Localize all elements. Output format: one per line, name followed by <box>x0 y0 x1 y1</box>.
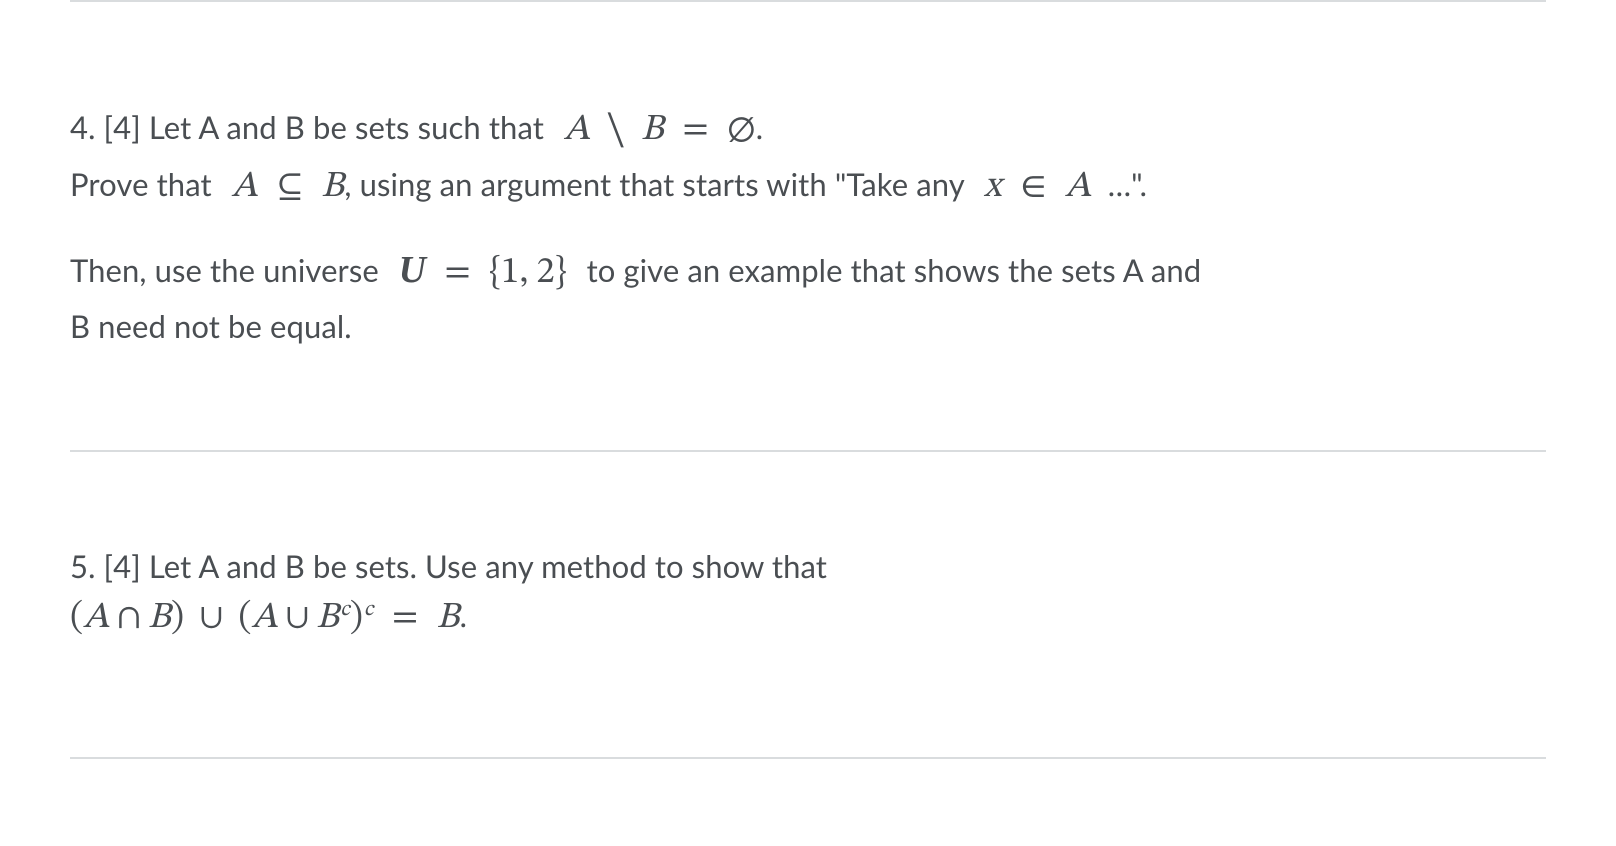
q4-points: [4] <box>104 108 141 146</box>
lparen-icon: ( <box>70 599 83 636</box>
q4-lead-text: Let A and B be sets such that <box>149 108 544 146</box>
rule-bottom <box>70 757 1546 759</box>
q5-dot: . <box>460 596 467 634</box>
q4-expr1-B: B <box>641 111 664 148</box>
q4-para2-line2: B need not be equal. <box>70 302 1546 350</box>
rbrace-icon: } <box>555 254 567 291</box>
elementof-icon: ∈ <box>1010 168 1057 205</box>
q5-lead-text: Let A and B be sets. Use any method to s… <box>149 547 827 585</box>
q5-number: 5. <box>70 547 96 585</box>
q4-line2: Prove that A ⊆ B, using an argument that… <box>70 159 1546 216</box>
rparen-icon: ) <box>171 599 184 636</box>
q4-ellipsis: …". <box>1108 165 1147 203</box>
complement-sup: c <box>339 600 350 621</box>
complement-sup: c <box>363 600 374 621</box>
q5-points: [4] <box>104 547 141 585</box>
cap-icon: ∩ <box>110 599 148 636</box>
q4-para2-pre: Then, use the universe <box>70 251 379 289</box>
q5-A2: A <box>251 599 278 636</box>
question-5: 5. [4] Let A and B be sets. Use any meth… <box>70 452 1546 757</box>
q5-line1: 5. [4] Let A and B be sets. Use any meth… <box>70 542 1546 590</box>
universe-comma: , <box>519 254 528 291</box>
equals-icon: = <box>382 599 429 636</box>
q5-line2: (A∩B) ∪ (A∪Bc)c = B. <box>70 590 1546 647</box>
universe-U: U <box>399 249 426 291</box>
q4-para2-mid: to give an example that shows the sets A… <box>587 251 1202 289</box>
q5-B1: B <box>148 599 171 636</box>
lbrace-icon: { <box>489 254 501 291</box>
q4-expr2-B: B <box>321 168 344 205</box>
emptyset-icon: ∅ <box>727 111 756 148</box>
q4-prove-pre: Prove that <box>70 165 212 203</box>
cup-icon: ∪ <box>192 599 230 636</box>
equals-icon: = <box>672 111 719 148</box>
q4-prove-post: , using an argument that starts with "Ta… <box>344 165 964 203</box>
q4-expr3-A: A <box>1065 168 1092 205</box>
q4-para2-line1: Then, use the universe U = {1, 2} to giv… <box>70 241 1546 302</box>
q4-number: 4. <box>70 108 96 146</box>
lparen-icon: ( <box>238 599 251 636</box>
q4-expr3-x: x <box>984 168 1002 205</box>
q4-expr2-A: A <box>232 168 259 205</box>
universe-1: 1 <box>501 254 519 291</box>
subset-icon: ⊆ <box>266 168 313 205</box>
rparen-icon: ) <box>350 599 363 636</box>
q4-line1: 4. [4] Let A and B be sets such that A ∖… <box>70 102 1546 159</box>
question-4: 4. [4] Let A and B be sets such that A ∖… <box>70 2 1546 450</box>
q5-B2: B <box>316 599 339 636</box>
q4-expr1-A: A <box>564 111 591 148</box>
universe-2: 2 <box>536 254 554 291</box>
cup-icon: ∪ <box>278 599 316 636</box>
q4-para2-end: B need not be equal. <box>70 307 352 345</box>
q4-expr1-dot: . <box>756 108 763 146</box>
equals-icon: = <box>434 254 481 291</box>
setminus-icon: ∖ <box>599 111 633 148</box>
q5-A1: A <box>83 599 110 636</box>
q5-Br: B <box>437 599 460 636</box>
